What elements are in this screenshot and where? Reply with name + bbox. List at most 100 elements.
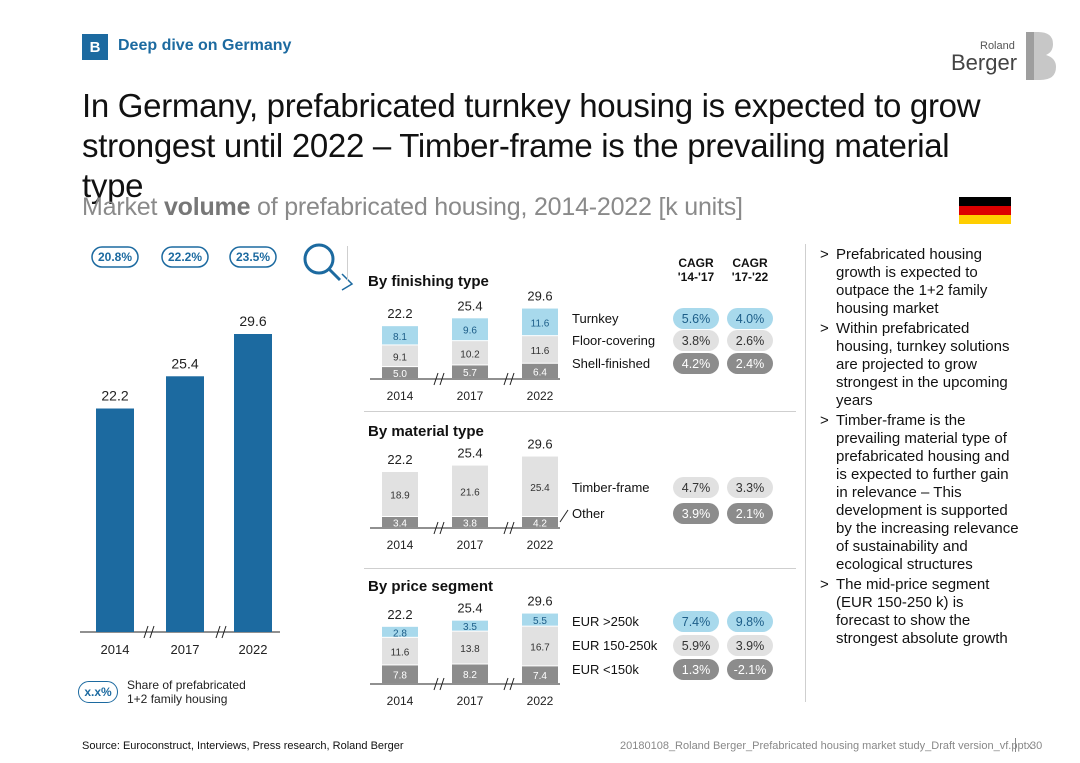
segment-value-label: 5.0 <box>393 369 407 380</box>
cagr-pill <box>727 353 773 374</box>
segment-title: By finishing type <box>368 273 489 290</box>
total-label: 29.6 <box>527 594 552 609</box>
segment-value-label: 10.2 <box>460 349 480 360</box>
divider <box>347 246 348 281</box>
stack-segment <box>382 472 418 516</box>
stack-segment <box>522 626 558 666</box>
axis-break <box>439 372 445 386</box>
segment-value-label: 3.4 <box>393 519 407 530</box>
magnifier-icon <box>303 243 354 291</box>
stack-segment <box>382 626 418 637</box>
logo-roland: Roland <box>980 40 1015 52</box>
segment-value-label: 11.6 <box>391 648 410 659</box>
segment-value-label: 2.8 <box>393 628 407 639</box>
cagr-pill <box>673 353 719 374</box>
share-pill <box>91 246 139 268</box>
x-tick-label: 2014 <box>101 642 130 657</box>
x-tick-label: 2014 <box>387 694 414 708</box>
cagr-value: 3.8% <box>682 334 711 348</box>
cagr-value: 3.3% <box>736 481 765 495</box>
x-tick-label: 2022 <box>239 642 268 657</box>
segment-value-label: 9.1 <box>393 352 407 363</box>
cagr-pill <box>673 330 719 351</box>
x-tick-label: 2022 <box>527 694 554 708</box>
segment-value-label: 13.8 <box>460 644 480 655</box>
segment-value-label: 5.7 <box>463 368 477 379</box>
x-tick-label: 2014 <box>387 389 414 403</box>
stack-segment <box>452 341 488 365</box>
cagr-value: 9.8% <box>736 615 765 629</box>
total-label: 29.6 <box>527 289 552 304</box>
total-label: 22.2 <box>387 452 412 467</box>
cagr-value: 4.0% <box>736 312 765 326</box>
cagr-value: 4.7% <box>682 481 711 495</box>
bullet-item: > Within prefabricated housing, turnkey s… <box>820 320 1010 409</box>
cagr-pill <box>673 635 719 656</box>
segment-value-label: 18.9 <box>390 491 410 502</box>
stack-segment <box>382 637 418 665</box>
cagr-pill <box>727 308 773 329</box>
share-label: 23.5% <box>236 250 270 264</box>
cagr-pill <box>673 503 719 524</box>
cagr-pill <box>727 477 773 498</box>
axis-break <box>503 677 509 691</box>
segment-value-label: 4.2 <box>533 519 547 530</box>
stack-segment <box>522 456 558 516</box>
cagr-pill <box>673 611 719 632</box>
share-label: 22.2% <box>168 250 202 264</box>
axis-break <box>433 372 439 386</box>
axis-break <box>509 521 515 535</box>
segment-value-label: 8.1 <box>393 332 407 343</box>
cagr-value: 2.4% <box>736 357 765 371</box>
leader-line <box>559 509 569 523</box>
cagr-pill <box>727 659 773 680</box>
stack-segment <box>522 308 558 336</box>
section-badge: B <box>82 34 108 60</box>
cagr-value: 7.4% <box>682 615 711 629</box>
series-label: Turnkey <box>572 311 619 326</box>
total-label: 25.4 <box>457 298 482 313</box>
cagr-pill <box>673 659 719 680</box>
divider <box>1015 738 1016 752</box>
segment-value-label: 8.2 <box>463 670 477 681</box>
segment-value-label: 3.5 <box>463 622 477 633</box>
stack-segment <box>452 631 488 664</box>
cagr-header-1722: CAGR <box>732 256 768 270</box>
axis-break <box>509 372 515 386</box>
share-legend-marker: x.x% <box>78 681 118 703</box>
cagr-header-1417: '14-'17 <box>678 270 715 284</box>
stack-segment <box>382 517 418 527</box>
axis-break <box>433 677 439 691</box>
share-label: 20.8% <box>98 250 132 264</box>
bar-value-label: 29.6 <box>239 313 266 329</box>
cagr-value: 5.6% <box>682 312 711 326</box>
total-label: 25.4 <box>457 446 482 461</box>
bar-2017 <box>166 376 204 632</box>
x-tick-label: 2017 <box>457 389 484 403</box>
stack-segment <box>382 665 418 683</box>
stack-segment <box>522 613 558 626</box>
total-volume-chart: 22.2 2014 20.8% 25.4 2017 22.2% 29.6 2022 23.5% <box>80 246 280 657</box>
stack-segment <box>452 318 488 341</box>
segment-value-label: 7.4 <box>533 671 547 682</box>
series-label: EUR >250k <box>572 614 639 629</box>
segment-value-label: 7.8 <box>393 671 407 682</box>
segment-value-label: 3.8 <box>463 519 477 530</box>
stack-segment <box>522 363 558 378</box>
cagr-value: 4.2% <box>682 357 711 371</box>
logo-b-mark <box>1026 32 1056 80</box>
x-tick-label: 2014 <box>387 538 414 552</box>
segment-title: By price segment <box>368 578 493 595</box>
series-label: EUR <150k <box>572 662 639 677</box>
cagr-pill <box>727 611 773 632</box>
stack-segment <box>382 367 418 378</box>
cagr-value: 5.9% <box>682 639 711 653</box>
germany-flag-icon <box>959 197 1011 224</box>
axis-break <box>439 677 445 691</box>
segment-value-label: 9.6 <box>463 326 477 337</box>
divider <box>364 411 796 412</box>
cagr-value: 1.3% <box>682 663 711 677</box>
series-label: Other <box>572 506 605 521</box>
stack-segment <box>452 517 488 527</box>
bar-2014 <box>96 408 134 632</box>
